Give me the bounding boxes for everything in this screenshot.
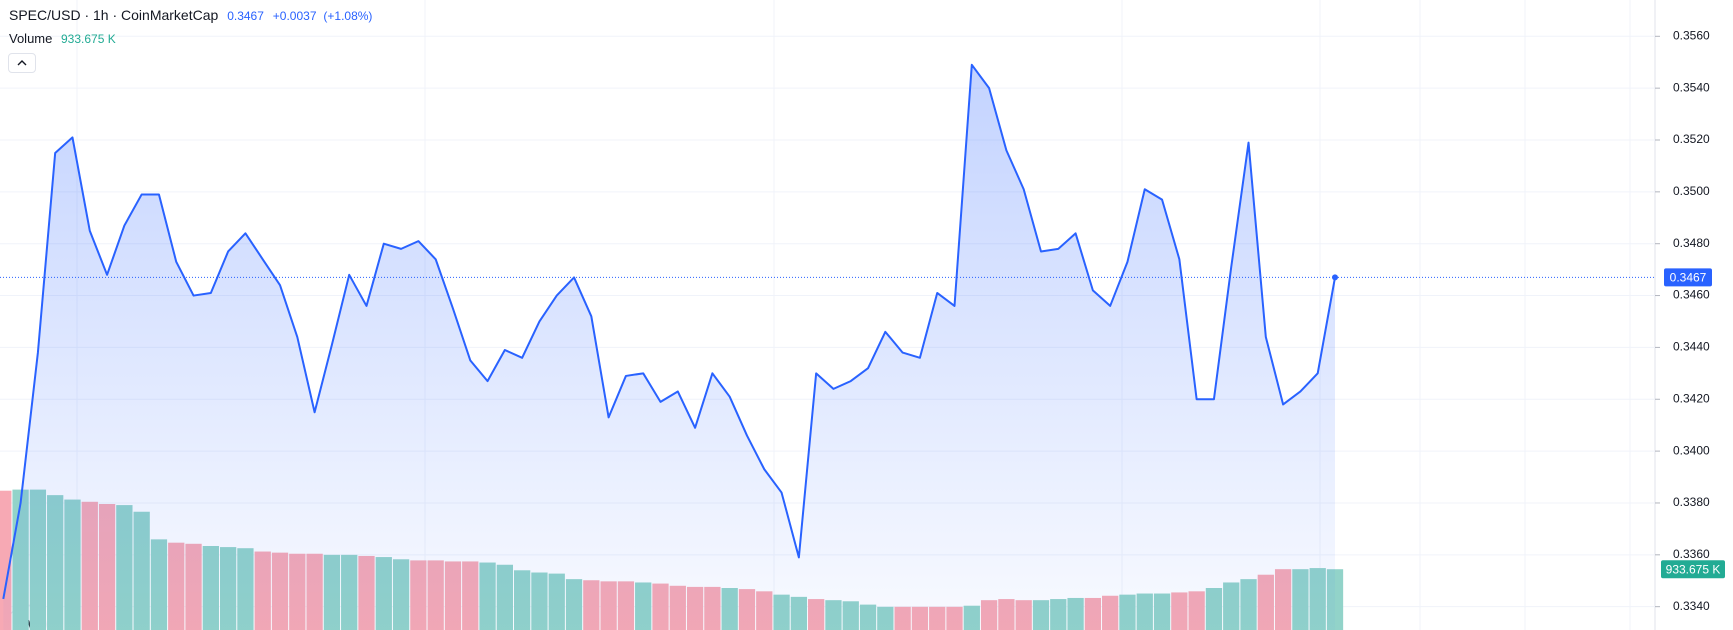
y-tick-label: 0.3460 xyxy=(1673,288,1710,302)
y-tick-label: 0.3440 xyxy=(1673,340,1710,354)
chevron-icon xyxy=(17,60,27,66)
y-tick-label: 0.3360 xyxy=(1673,547,1710,561)
price-area xyxy=(3,64,1335,630)
y-tick-label: 0.3480 xyxy=(1673,236,1710,250)
change: +0.0037 xyxy=(272,9,317,23)
legend-volume: Volume 933.675 K xyxy=(9,31,121,46)
collapse-button[interactable] xyxy=(8,53,36,73)
y-tick-label: 0.3380 xyxy=(1673,495,1710,509)
y-tick-label: 0.3340 xyxy=(1673,599,1710,613)
y-tick-label: 0.3420 xyxy=(1673,391,1710,405)
volume-bar xyxy=(0,490,12,630)
y-tick-label: 0.3500 xyxy=(1673,184,1710,198)
last-price-label: 0.3467 xyxy=(1670,271,1707,285)
last-point xyxy=(1332,274,1338,281)
last-price: 0.3467 xyxy=(227,9,264,23)
volume-name: Volume xyxy=(9,31,53,46)
price-line xyxy=(2,63,1336,600)
y-tick-label: 0.3520 xyxy=(1673,132,1710,146)
change-pct: (+1.08%) xyxy=(323,9,373,23)
legend-main: SPEC/USD · 1h · CoinMarketCap 0.3467 +0.… xyxy=(9,7,377,23)
volume-value: 933.675 K xyxy=(61,32,116,46)
y-tick-label: 0.3560 xyxy=(1673,28,1710,42)
symbol: SPEC/USD · 1h · CoinMarketCap xyxy=(9,7,219,23)
time-grid xyxy=(76,0,1631,630)
y-tick-label: 0.3540 xyxy=(1673,80,1710,94)
volume-badge-label: 933.675 K xyxy=(1666,562,1721,576)
last-price-badge xyxy=(1664,268,1712,287)
y-tick-label: 0.3400 xyxy=(1673,443,1710,457)
volume-badge xyxy=(1661,560,1725,579)
